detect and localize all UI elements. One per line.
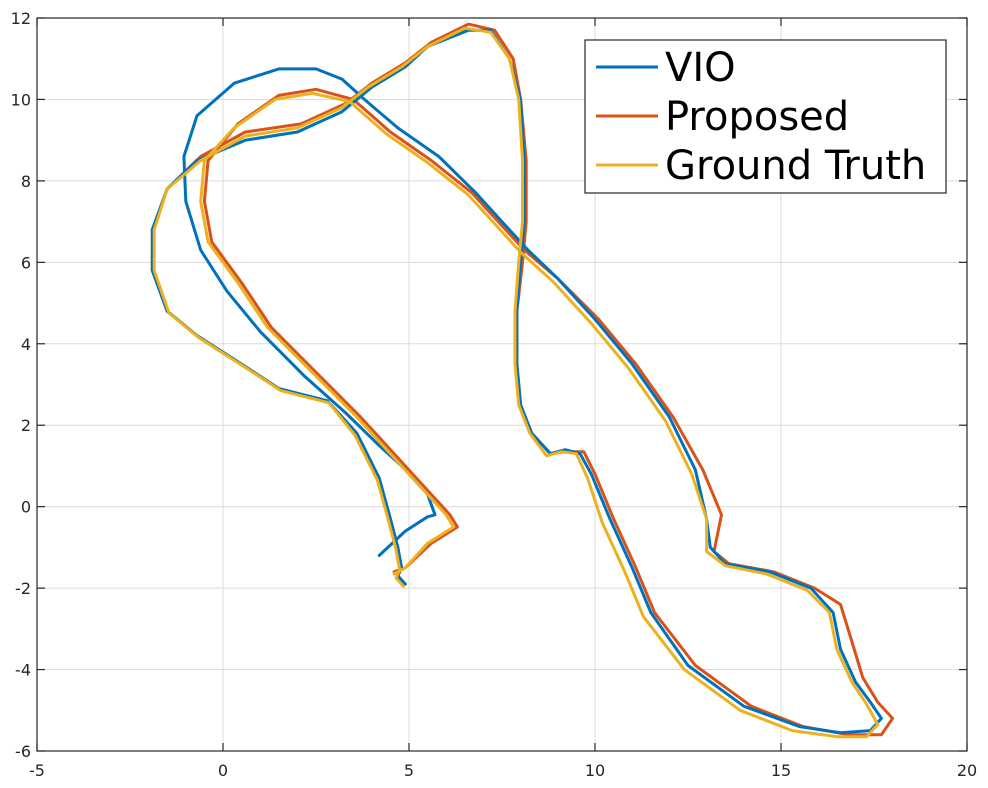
y-tick-label: -6 [15,742,31,761]
y-tick-label: 10 [11,90,31,109]
legend-label-ground-truth: Ground Truth [665,143,926,189]
y-tick-label: 4 [21,335,31,354]
x-tick-label: 10 [585,761,605,780]
y-tick-label: 8 [21,172,31,191]
y-tick-label: -4 [15,661,31,680]
x-tick-label: 15 [771,761,791,780]
x-tick-label: -5 [29,761,45,780]
series-lines [150,22,895,739]
legend-label-vio: VIO [665,45,736,91]
y-tick-label: 2 [21,416,31,435]
x-tick-label: 5 [404,761,414,780]
y-tick-label: 0 [21,498,31,517]
y-tick-label: -2 [15,579,31,598]
y-tick-label: 12 [11,9,31,28]
series-line-ground-truth [152,26,880,739]
x-tick-label: 20 [957,761,977,780]
legend-label-proposed: Proposed [665,94,849,140]
plot-area-box [36,17,968,752]
y-tick-label: 6 [21,253,31,272]
axis-ticks: -5 0 5 10 15 20 -6 -4 -2 0 2 4 6 8 10 12 [11,9,978,780]
x-tick-label: 0 [218,761,228,780]
